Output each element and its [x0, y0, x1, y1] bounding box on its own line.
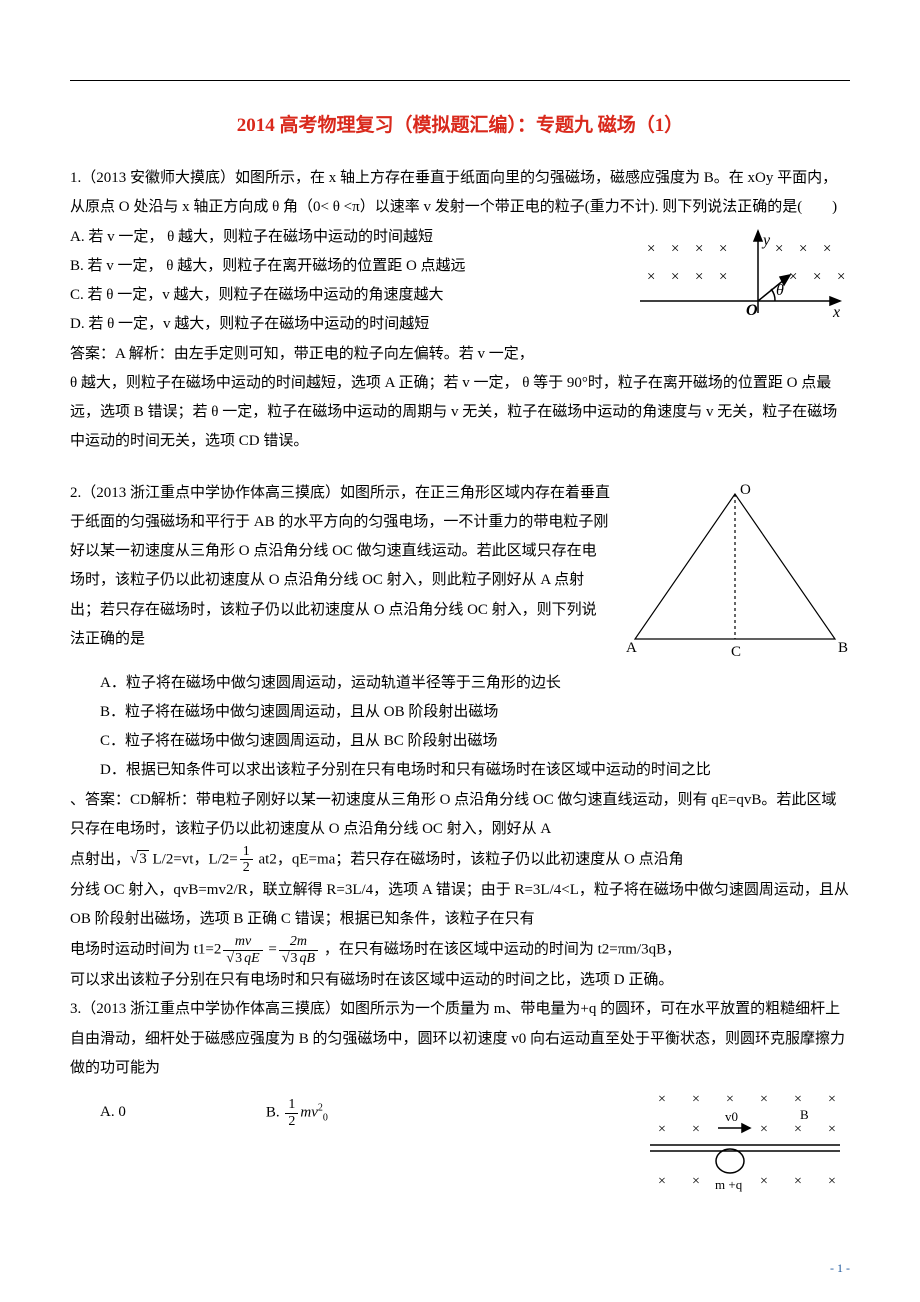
svg-text:×: ×: [828, 1122, 836, 1137]
svg-text:×: ×: [798, 241, 808, 257]
q3-figure: × × × × × × × × × × × × × × × × v0 B m +q: [640, 1083, 850, 1203]
q2-block: O A B C 2.（2013 浙江重点中学协作体高三摸底）如图所示，在正三角形…: [70, 479, 850, 669]
svg-text:×: ×: [692, 1122, 700, 1137]
q3-A: A. 0: [70, 1098, 126, 1127]
svg-text:×: ×: [760, 1174, 768, 1189]
svg-text:×: ×: [828, 1092, 836, 1107]
fig2-C: C: [731, 644, 741, 660]
top-rule: [70, 80, 850, 81]
svg-text:×: ×: [718, 269, 728, 285]
q2-A: A．粒子将在磁场中做匀速圆周运动，运动轨道半径等于三角形的边长: [70, 669, 850, 698]
q1-figure: y x O θ ×××× ××× ×××× ×××: [630, 223, 850, 318]
frac-mv: mv3qE: [223, 934, 262, 966]
q3-options: A. 0 B. 12mv20: [70, 1097, 630, 1129]
fig3-ring: m +q: [715, 1177, 743, 1192]
svg-text:×: ×: [694, 269, 704, 285]
q2-B: B．粒子将在磁场中做匀速圆周运动，且从 OB 阶段射出磁场: [70, 698, 850, 727]
q2-D: D．根据已知条件可以求出该粒子分别在只有电场时和只有磁场时在该区域中运动的时间之…: [70, 756, 850, 785]
svg-text:×: ×: [718, 241, 728, 257]
q2-ans-last: 可以求出该粒子分别在只有电场时和只有磁场时在该区域中运动的时间之比，选项 D 正…: [70, 966, 850, 995]
fig3-B: B: [800, 1107, 809, 1122]
q2-mid1-a: 点射出，: [70, 851, 130, 867]
svg-text:×: ×: [836, 269, 846, 285]
frac-half: 12: [240, 844, 253, 876]
fig1-theta: θ: [776, 282, 784, 299]
svg-text:×: ×: [658, 1122, 666, 1137]
q2-mid1-b: L/2=vt，L/2=: [149, 851, 238, 867]
q3-B: B. 12mv20: [266, 1097, 328, 1129]
q2-tail-a: 电场时运动时间为 t1=2: [70, 942, 221, 958]
svg-text:×: ×: [794, 1092, 802, 1107]
svg-text:×: ×: [828, 1174, 836, 1189]
svg-text:×: ×: [812, 269, 822, 285]
svg-text:×: ×: [788, 269, 798, 285]
q1-ans1: 答案：A 解析：由左手定则可知，带正电的粒子向左偏转。若 v 一定，: [70, 340, 850, 369]
q3-block: 3.（2013 浙江重点中学协作体高三摸底）如图所示为一个质量为 m、带电量为+…: [70, 995, 850, 1203]
fig2-B: B: [838, 640, 848, 656]
svg-text:×: ×: [760, 1092, 768, 1107]
svg-text:×: ×: [692, 1092, 700, 1107]
page-title: 2014 高考物理复习（模拟题汇编）：专题九 磁场（1）: [70, 107, 850, 144]
fig1-y: y: [761, 232, 771, 249]
svg-text:×: ×: [646, 241, 656, 257]
fig1-x: x: [832, 304, 840, 318]
frac-2m: 2m3qB: [279, 934, 318, 966]
svg-text:×: ×: [760, 1122, 768, 1137]
q3-stem: 3.（2013 浙江重点中学协作体高三摸底）如图所示为一个质量为 m、带电量为+…: [70, 995, 850, 1083]
q2-C: C．粒子将在磁场中做匀速圆周运动，且从 BC 阶段射出磁场: [70, 727, 850, 756]
svg-text:×: ×: [694, 241, 704, 257]
q2-tail-c: ，在只有磁场时在该区域中运动的时间为 t2=πm/3qB，: [320, 942, 681, 958]
q1-block: 1.（2013 安徽师大摸底）如图所示，在 x 轴上方存在垂直于纸面向里的匀强磁…: [70, 164, 850, 369]
page-number: - 1 -: [830, 1257, 850, 1280]
svg-text:×: ×: [658, 1092, 666, 1107]
q1-ans2: θ 越大，则粒子在磁场中运动的时间越短，选项 A 正确；若 v 一定， θ 等于…: [70, 369, 850, 457]
svg-text:×: ×: [774, 241, 784, 257]
sqrt3-1: 3: [130, 851, 149, 867]
q2-ans-tail: 电场时运动时间为 t1=2mv3qE =2m3qB ，在只有磁场时在该区域中运动…: [70, 934, 850, 966]
q3-B-frac: 12: [285, 1097, 298, 1129]
fig2-O: O: [740, 482, 751, 498]
q2-ans-lead: 、答案：CD解析：带电粒子刚好以某一初速度从三角形 O 点沿角分线 OC 做匀速…: [70, 786, 850, 845]
q2-ans-mid1: 点射出，3 L/2=vt，L/2=12 at2，qE=ma；若只存在磁场时，该粒…: [70, 844, 850, 876]
svg-text:×: ×: [726, 1092, 734, 1107]
fig1-O: O: [746, 302, 758, 318]
svg-text:×: ×: [822, 241, 832, 257]
svg-text:×: ×: [670, 269, 680, 285]
svg-text:×: ×: [670, 241, 680, 257]
fig2-A: A: [626, 640, 637, 656]
svg-text:×: ×: [658, 1174, 666, 1189]
svg-text:×: ×: [794, 1122, 802, 1137]
q1-stem: 1.（2013 安徽师大摸底）如图所示，在 x 轴上方存在垂直于纸面向里的匀强磁…: [70, 164, 850, 223]
q2-figure: O A B C: [620, 479, 850, 669]
spacer-1: [70, 457, 850, 479]
svg-text:×: ×: [794, 1174, 802, 1189]
svg-text:×: ×: [692, 1174, 700, 1189]
svg-text:×: ×: [646, 269, 656, 285]
fig3-v0: v0: [725, 1109, 738, 1124]
q2-ans-mid2: 分线 OC 射入，qvB=mv2/R，联立解得 R=3L/4，选项 A 错误；由…: [70, 876, 850, 935]
q2-mid1-c: at2，qE=ma；若只存在磁场时，该粒子仍以此初速度从 O 点沿角: [255, 851, 684, 867]
q2-tail-b: =: [265, 942, 277, 958]
